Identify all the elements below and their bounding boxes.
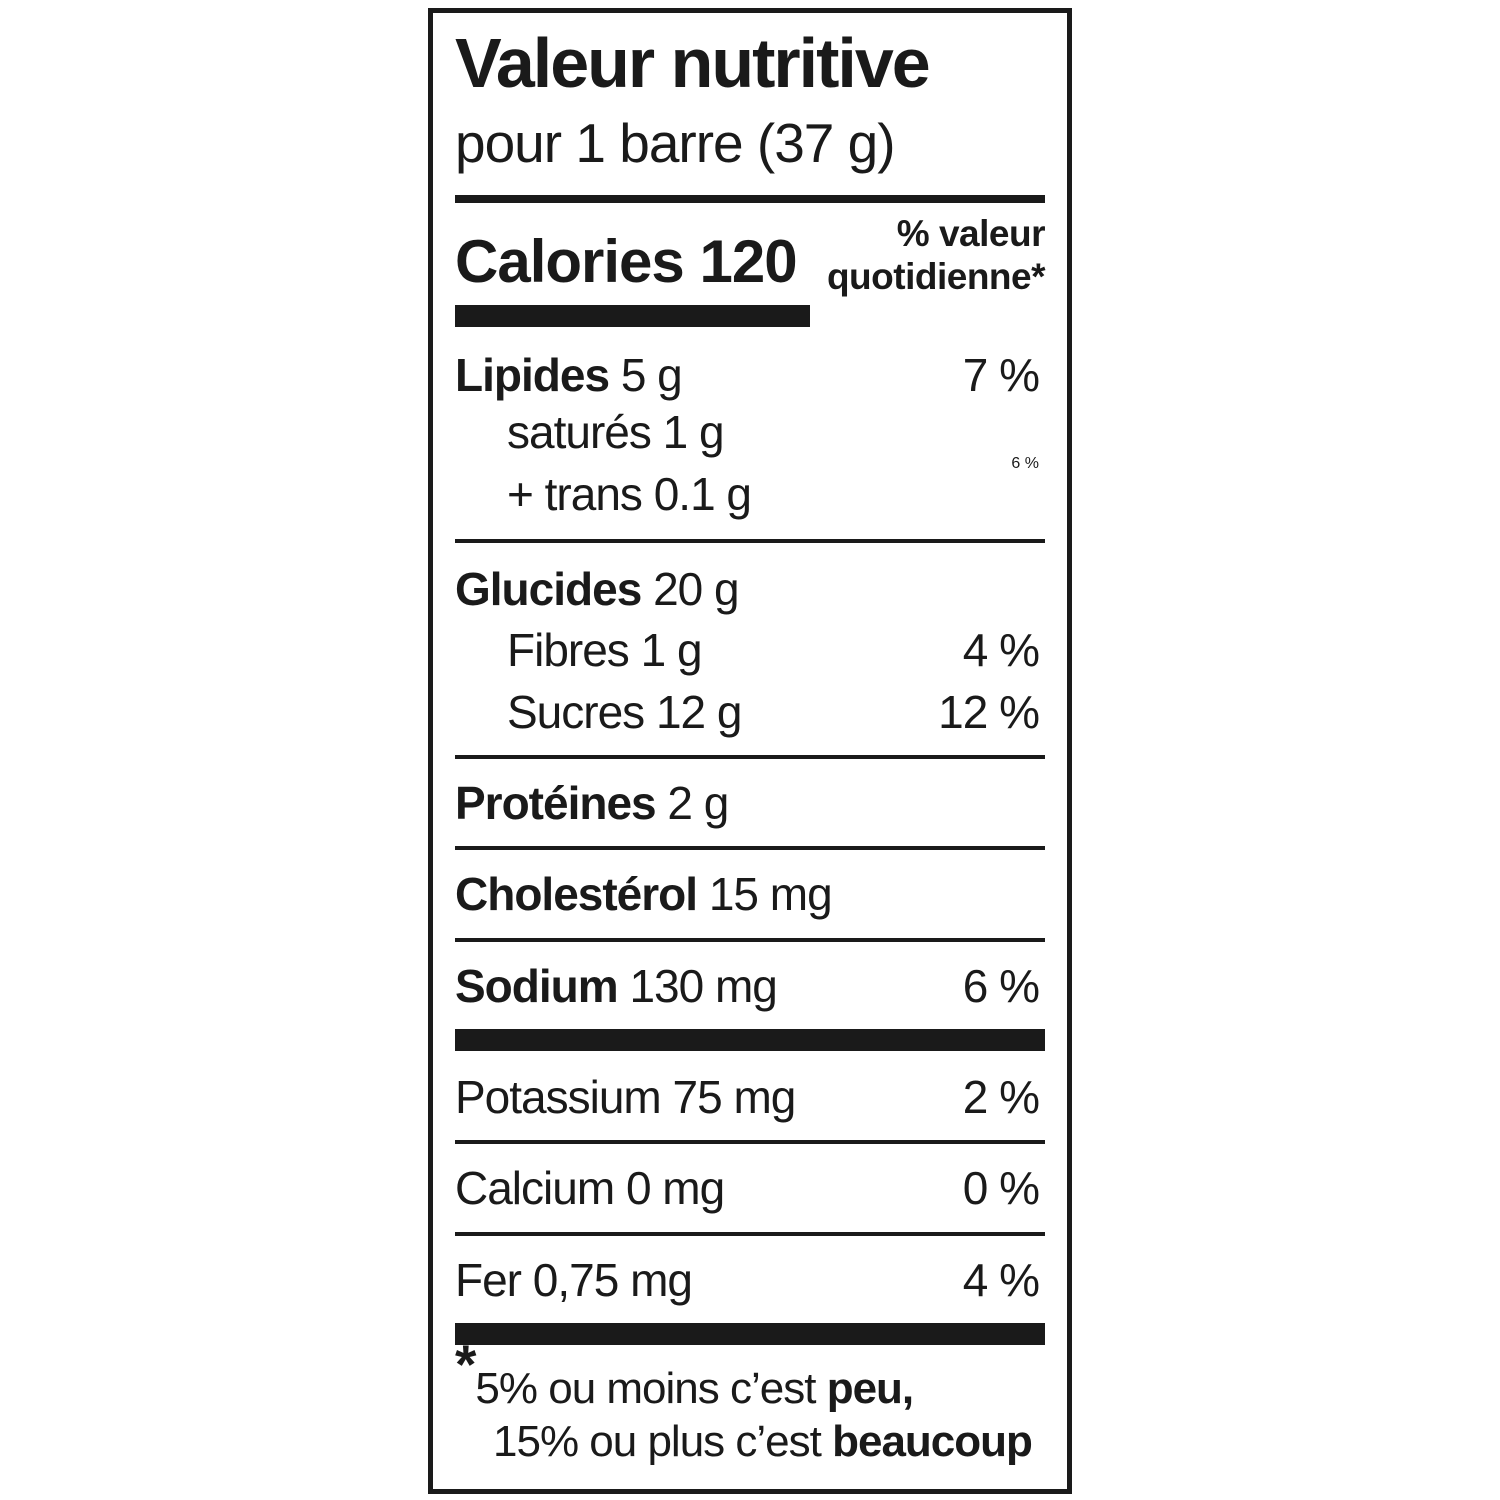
nutrient-name: Glucides bbox=[455, 562, 642, 615]
divider-thin bbox=[455, 937, 1045, 942]
nutrient-amount: 2 g bbox=[667, 776, 729, 829]
nutrient-name: + trans bbox=[507, 467, 643, 520]
nutrient-amount: 20 g bbox=[653, 562, 740, 615]
divider-medium bbox=[455, 195, 1045, 203]
nutrient-dv: 6 % bbox=[1011, 454, 1039, 472]
calories-value: 120 bbox=[699, 228, 797, 295]
nutrient-amount: 0,75 mg bbox=[532, 1253, 693, 1306]
nutrient-row-fer: Fer 0,75 mg 4 % bbox=[455, 1254, 1045, 1307]
nutrient-row-cholesterol: Cholestérol 15 mg bbox=[455, 868, 1045, 921]
nutrient-dv: 2 % bbox=[962, 1071, 1040, 1124]
nutrient-amount: 12 g bbox=[655, 685, 743, 738]
nutrient-name: Fer bbox=[455, 1253, 522, 1306]
nutrient-name: Protéines bbox=[455, 776, 657, 829]
nutrient-dv: 12 % bbox=[938, 685, 1040, 738]
nutrient-amount: 130 mg bbox=[629, 959, 777, 1012]
nutrition-facts-label: Valeur nutritive pour 1 barre (37 g) Cal… bbox=[428, 8, 1072, 1494]
nutrient-row-calcium: Calcium 0 mg 0 % bbox=[455, 1162, 1045, 1215]
nutrient-row-proteines: Protéines 2 g bbox=[455, 777, 1045, 830]
daily-value-header: % valeur quotidienne* bbox=[826, 213, 1046, 299]
nutrient-amount: 75 mg bbox=[672, 1071, 797, 1124]
nutrient-row-satures: saturés 1 g bbox=[455, 406, 751, 459]
nutrient-amount: 15 mg bbox=[708, 868, 833, 921]
footnote-line2-bold: beaucoup bbox=[832, 1416, 1033, 1466]
saturated-trans-block: saturés 1 g + trans 0.1 g 6 % bbox=[455, 406, 1045, 521]
footnote-line1-text: 5% ou moins c’est bbox=[475, 1364, 827, 1414]
divider-thin bbox=[455, 1140, 1045, 1145]
nutrient-row-glucides: Glucides 20 g bbox=[455, 563, 1045, 616]
nutrient-name: Sucres bbox=[507, 685, 645, 738]
nutrient-row-trans: + trans 0.1 g bbox=[455, 467, 752, 521]
footnote-line1: *5% ou moins c’est peu, bbox=[455, 1337, 1045, 1416]
nutrient-dv: 0 % bbox=[962, 1162, 1040, 1215]
nutrient-amount: 0 mg bbox=[625, 1162, 725, 1215]
calories-underline-bar bbox=[455, 304, 810, 327]
calories-text: Calories 120 bbox=[455, 213, 798, 296]
nutrient-amount: 1 g bbox=[640, 624, 703, 677]
nutrient-row-potassium: Potassium 75 mg 2 % bbox=[455, 1071, 1045, 1124]
nutrient-row-sucres: Sucres 12 g 12 % bbox=[455, 686, 1045, 739]
footnote: *5% ou moins c’est peu, 15% ou plus c’es… bbox=[455, 1337, 1045, 1469]
divider-thin bbox=[455, 846, 1045, 851]
nutrient-row-fibres: Fibres 1 g 4 % bbox=[455, 624, 1045, 677]
nutrient-row-lipides: Lipides 5 g 7 % bbox=[455, 349, 1045, 402]
asterisk-icon: * bbox=[455, 1333, 476, 1396]
serving-size: pour 1 barre (37 g) bbox=[455, 111, 896, 174]
nutrient-name: Calcium bbox=[455, 1162, 615, 1215]
daily-value-header-line1: % valeur bbox=[896, 213, 1046, 254]
nutrient-dv: 6 % bbox=[962, 959, 1040, 1012]
nutrient-name: saturés bbox=[507, 406, 652, 459]
nutrient-amount: 5 g bbox=[620, 348, 683, 401]
label-title: Valeur nutritive bbox=[455, 24, 931, 102]
nutrient-name: Potassium bbox=[455, 1071, 662, 1124]
divider-thick bbox=[455, 1323, 1045, 1346]
calories-label: Calories bbox=[455, 228, 685, 295]
nutrient-name: Fibres bbox=[507, 624, 630, 677]
nutrient-row-sodium: Sodium 130 mg 6 % bbox=[455, 960, 1045, 1013]
divider-thin bbox=[455, 1231, 1045, 1236]
footnote-line1-bold: peu, bbox=[826, 1364, 914, 1414]
nutrient-name: Lipides bbox=[455, 348, 610, 401]
divider-thin bbox=[455, 538, 1045, 543]
footnote-line2-text: 15% ou plus c’est bbox=[493, 1416, 833, 1466]
nutrient-dv: 4 % bbox=[962, 624, 1040, 677]
nutrient-name: Sodium bbox=[455, 959, 619, 1012]
divider-thin bbox=[455, 754, 1045, 759]
divider-thick bbox=[455, 1029, 1045, 1052]
calories-row: Calories 120 % valeur quotidienne* bbox=[455, 213, 1046, 299]
daily-value-header-line2: quotidienne* bbox=[826, 255, 1046, 297]
nutrient-amount: 1 g bbox=[662, 406, 725, 459]
nutrient-amount: 0.1 g bbox=[653, 467, 752, 520]
nutrient-name: Cholestérol bbox=[455, 868, 698, 921]
footnote-line2: 15% ou plus c’est beaucoup bbox=[455, 1416, 1045, 1469]
nutrient-dv: 7 % bbox=[962, 348, 1040, 401]
nutrient-dv: 4 % bbox=[962, 1253, 1040, 1306]
